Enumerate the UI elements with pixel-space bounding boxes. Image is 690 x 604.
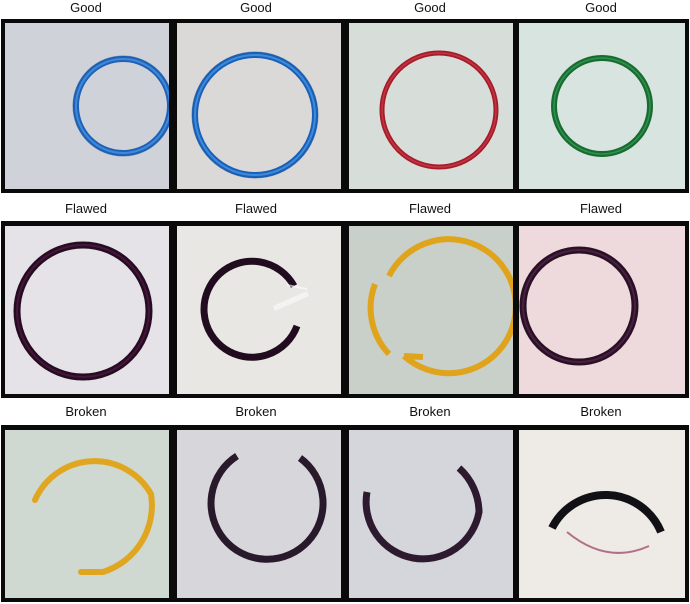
yellow-ring-image <box>349 226 513 394</box>
black-broken-ring-image <box>519 430 685 598</box>
photo-good-3 <box>349 23 513 189</box>
green-ring-image <box>519 23 685 189</box>
label-good-1: Good <box>70 0 102 15</box>
label-flawed-2: Flawed <box>235 201 277 216</box>
photo-broken-3 <box>349 430 513 598</box>
photo-broken-1 <box>5 430 169 598</box>
dark-ring-image <box>5 226 169 394</box>
dark-broken-ring-image <box>349 430 513 598</box>
red-ring-image <box>349 23 513 189</box>
photo-broken-2 <box>177 430 341 598</box>
label-good-4: Good <box>585 0 617 15</box>
photo-flawed-1 <box>5 226 169 394</box>
label-flawed-1: Flawed <box>65 201 107 216</box>
label-broken-3: Broken <box>409 404 451 419</box>
label-flawed-4: Flawed <box>580 201 622 216</box>
label-good-3: Good <box>414 0 446 15</box>
photo-broken-4 <box>519 430 685 598</box>
photo-good-4 <box>519 23 685 189</box>
yellow-broken-ring-image <box>5 430 169 598</box>
label-good-2: Good <box>240 0 272 15</box>
photo-flawed-3 <box>349 226 513 394</box>
photo-good-1 <box>5 23 169 189</box>
blue-ring-image <box>177 23 341 189</box>
dark-broken-ring-image <box>177 430 341 598</box>
photo-flawed-4 <box>519 226 685 394</box>
dark-ring-image <box>519 226 685 394</box>
label-flawed-3: Flawed <box>409 201 451 216</box>
photo-good-2 <box>177 23 341 189</box>
blue-ring-image <box>5 23 169 189</box>
label-broken-1: Broken <box>65 404 107 419</box>
label-broken-4: Broken <box>580 404 622 419</box>
label-broken-2: Broken <box>235 404 277 419</box>
photo-flawed-2 <box>177 226 341 394</box>
dark-ring-gap-image <box>177 226 341 394</box>
